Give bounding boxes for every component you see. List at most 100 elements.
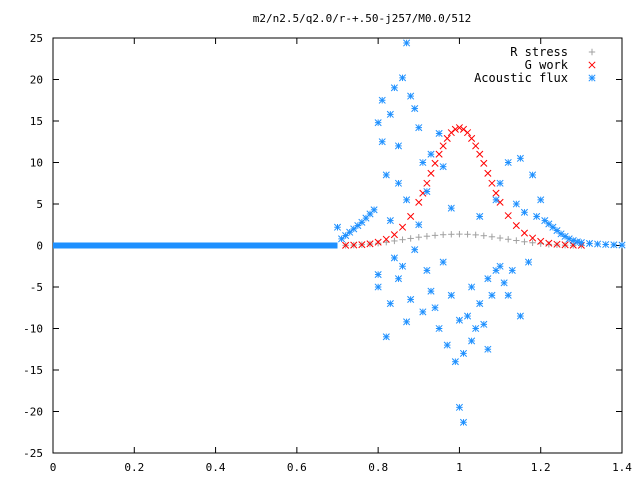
chart-title: m2/n2.5/q2.0/r-+.50-j257/M0.0/512: [253, 12, 472, 25]
data-point: [529, 234, 537, 242]
legend-label: R stress: [510, 45, 568, 59]
x-tick-label: 1: [456, 461, 463, 474]
data-point: [346, 228, 354, 236]
data-point: [512, 200, 520, 208]
data-point: [496, 234, 504, 242]
data-point: [374, 238, 382, 246]
data-point: [464, 312, 472, 320]
data-point: [350, 241, 358, 249]
data-point: [398, 223, 407, 231]
y-tick-label: -25: [23, 447, 43, 460]
y-tick-label: 20: [30, 74, 43, 87]
data-point: [391, 237, 398, 245]
y-tick-label: -20: [23, 406, 43, 419]
data-point: [520, 229, 529, 237]
data-point: [407, 295, 415, 304]
data-point: [545, 239, 553, 247]
data-point: [386, 300, 394, 308]
data-point: [411, 246, 419, 254]
data-point: [374, 119, 382, 127]
data-point: [419, 158, 427, 167]
data-point: [500, 279, 508, 287]
x-tick-label: 0.2: [124, 461, 144, 474]
data-point: [464, 129, 472, 137]
axis-ticks: 0 0.2 0.4 0.6 0.8 1 1.2 1.4 -25 -20 -15 -10 -5 0 5 10 15…: [23, 32, 632, 474]
data-point: [520, 208, 529, 216]
data-point: [455, 403, 463, 411]
data-point: [455, 316, 463, 324]
data-point: [459, 418, 468, 426]
data-point: [488, 291, 496, 299]
data-point: [333, 223, 342, 231]
data-point: [513, 237, 520, 244]
data-point: [484, 345, 492, 353]
y-tick-label: 5: [36, 198, 43, 211]
data-point: [480, 159, 488, 167]
data-point: [516, 154, 524, 162]
data-point: [447, 204, 455, 212]
data-point: [399, 236, 406, 243]
data-point: [610, 241, 618, 249]
data-point: [390, 231, 398, 239]
data-point: [398, 262, 407, 270]
data-point: [618, 241, 626, 249]
data-point: [468, 337, 476, 345]
data-point: [468, 283, 476, 291]
legend-marker: [588, 48, 596, 56]
data-point: [443, 134, 451, 142]
data-point: [427, 169, 435, 177]
x-tick-label: 0.4: [206, 461, 226, 474]
data-point: [524, 258, 533, 266]
y-tick-label: -15: [23, 364, 43, 377]
legend-label: G work: [525, 58, 569, 72]
data-point: [594, 240, 602, 248]
data-point: [512, 222, 520, 230]
data-point: [488, 179, 496, 187]
x-tick-label: 1.4: [612, 461, 632, 474]
data-point: [374, 283, 382, 291]
y-tick-label: 10: [30, 157, 43, 170]
data-point: [407, 235, 414, 242]
data-point: [366, 210, 374, 218]
data-point: [382, 235, 390, 243]
data-point: [492, 189, 500, 197]
data-point: [459, 125, 468, 133]
data-point: [455, 124, 463, 132]
data-point: [541, 217, 549, 225]
legend-label: Acoustic flux: [474, 71, 568, 85]
data-point: [476, 212, 484, 221]
data-point: [496, 179, 504, 187]
data-point: [435, 129, 443, 138]
data-point: [374, 270, 382, 279]
y-tick-label: -5: [30, 281, 43, 294]
data-point: [338, 235, 346, 243]
data-point: [451, 125, 459, 133]
data-point: [386, 110, 394, 118]
data-point: [504, 212, 512, 220]
data-point: [378, 138, 386, 146]
data-point: [435, 150, 443, 158]
data-point: [480, 232, 488, 239]
data-point: [415, 234, 422, 241]
y-tick-label: 25: [30, 32, 43, 45]
data-point: [423, 266, 431, 274]
data-point: [537, 196, 545, 204]
data-point: [390, 84, 398, 92]
data-point: [386, 217, 394, 225]
data-point: [468, 134, 476, 142]
data-point: [504, 158, 512, 167]
data-point: [423, 179, 431, 187]
series-g-work: [342, 124, 585, 249]
data-point: [602, 240, 610, 249]
data-point: [407, 212, 415, 221]
data-point: [472, 142, 480, 150]
series-r-stress: [342, 230, 585, 249]
data-point: [394, 179, 403, 187]
data-point: [403, 196, 411, 204]
data-point: [403, 39, 411, 47]
data-point: [394, 275, 403, 283]
data-point: [435, 324, 443, 333]
x-tick-label: 0: [50, 461, 57, 474]
data-point: [431, 159, 439, 167]
data-point: [476, 150, 484, 158]
